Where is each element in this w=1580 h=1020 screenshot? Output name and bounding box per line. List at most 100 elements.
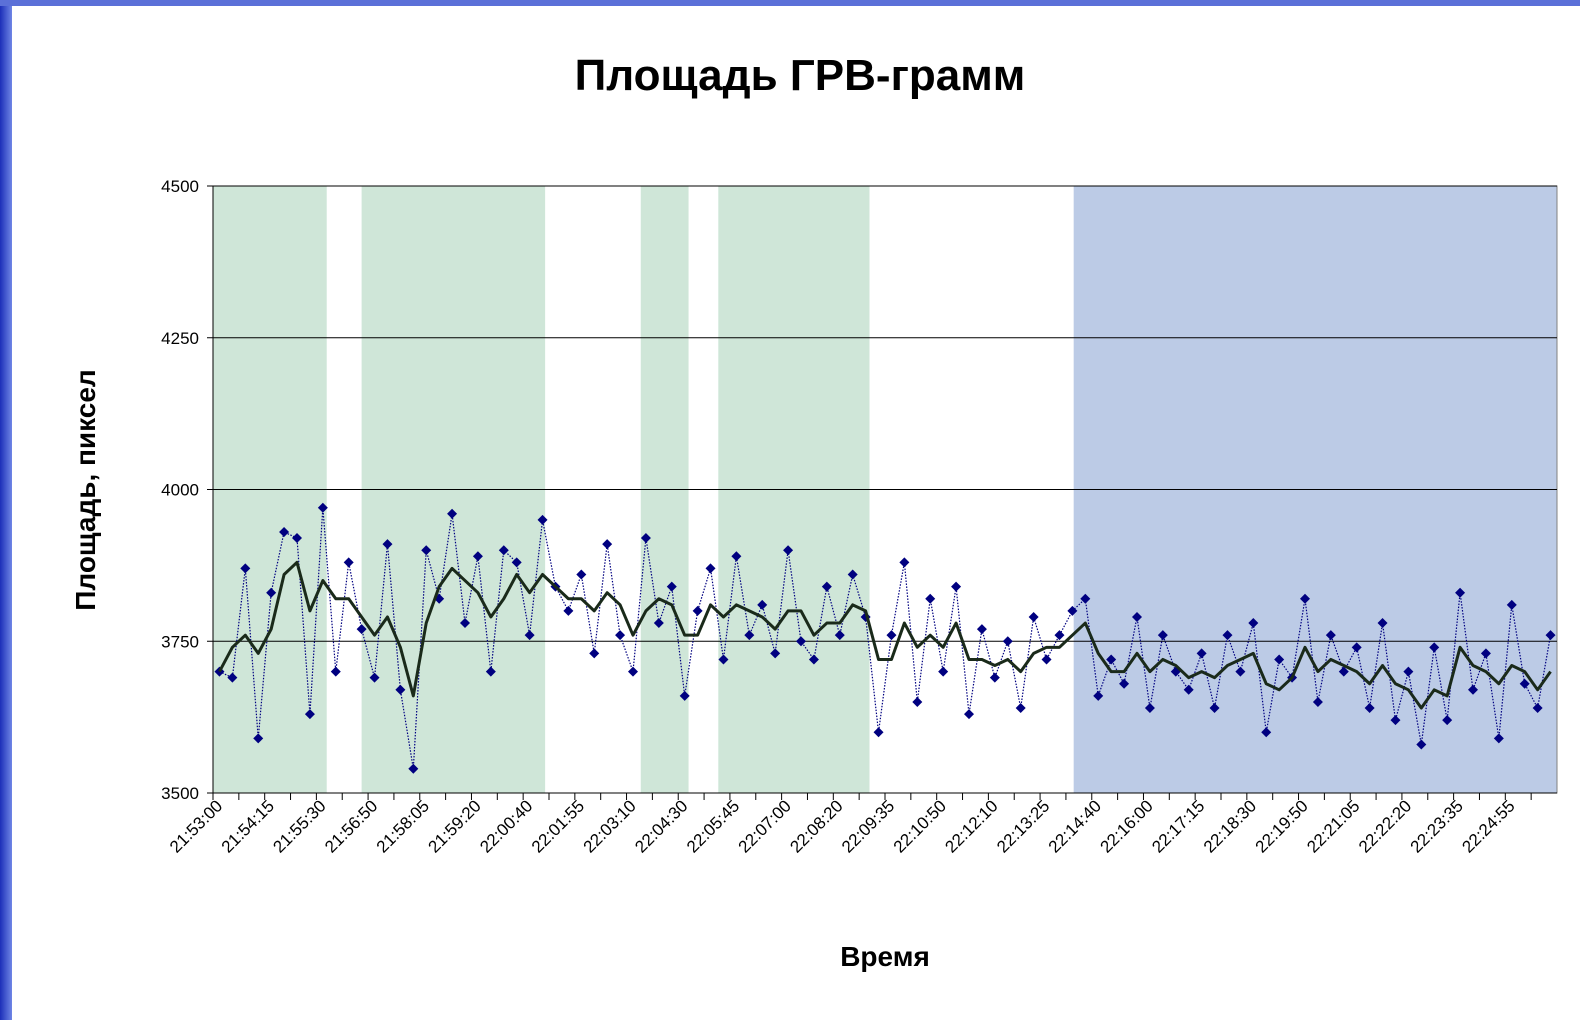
data-point [304, 709, 315, 720]
data-point [253, 733, 264, 744]
data-point [576, 569, 587, 580]
data-point [821, 581, 832, 592]
data-point [1390, 715, 1401, 726]
data-point [266, 587, 277, 598]
data-point [692, 605, 703, 616]
data-point [317, 502, 328, 513]
data-point [485, 666, 496, 677]
data-point [757, 599, 768, 610]
data-point [1325, 630, 1336, 641]
data-point [421, 545, 432, 556]
data-point [1519, 678, 1530, 689]
data-point [679, 690, 690, 701]
data-point [343, 557, 354, 568]
data-point [640, 533, 651, 544]
data-point [460, 618, 470, 629]
data-point [1364, 703, 1375, 714]
data-point [1119, 678, 1130, 689]
data-point [1377, 618, 1388, 629]
data-point [1235, 666, 1246, 677]
data-point [834, 630, 845, 641]
data-point [1416, 739, 1427, 750]
data-point [731, 551, 742, 562]
y-tick-label: 4500 [161, 177, 199, 196]
data-point [537, 514, 548, 525]
data-point [369, 672, 380, 683]
data-point [1545, 630, 1556, 641]
data-point [847, 569, 858, 580]
data-point [1403, 666, 1414, 677]
data-point [589, 648, 600, 659]
data-point [292, 533, 302, 544]
data-point [1493, 733, 1504, 744]
data-point [1351, 642, 1362, 653]
data-point [1222, 630, 1233, 641]
data-point [1261, 727, 1272, 738]
data-point [498, 545, 509, 556]
data-point [1015, 703, 1026, 714]
data-point [705, 563, 716, 574]
data-point [1144, 703, 1155, 714]
data-point [472, 551, 483, 562]
data-point [886, 630, 897, 641]
data-point [227, 672, 238, 683]
data-point [899, 557, 910, 568]
data-point [382, 539, 393, 550]
data-point [602, 539, 613, 550]
data-point [925, 593, 936, 604]
data-point [1132, 611, 1142, 622]
data-point [718, 654, 729, 665]
data-point [1312, 696, 1323, 707]
data-point [912, 696, 923, 707]
data-point [1106, 654, 1117, 665]
data-point [653, 618, 664, 629]
slide-edge-top [0, 0, 1580, 6]
data-point [1506, 599, 1517, 610]
data-point [1196, 648, 1207, 659]
data-point [1093, 690, 1104, 701]
data-point [615, 630, 626, 641]
data-point [1248, 618, 1259, 629]
y-tick-label: 3750 [161, 632, 199, 651]
data-point [1183, 684, 1194, 695]
data-point [1338, 666, 1349, 677]
moving-average-line [218, 560, 1552, 710]
data-point [938, 666, 949, 677]
data-point [976, 624, 987, 635]
data-point [279, 526, 290, 537]
data-point [1157, 630, 1168, 641]
data-point [447, 508, 458, 519]
data-point [808, 654, 819, 665]
data-point [1300, 593, 1310, 604]
data-point [524, 630, 535, 641]
data-point [1054, 630, 1065, 641]
data-point [666, 581, 677, 592]
y-tick-label: 3500 [161, 784, 199, 803]
data-point [989, 672, 1000, 683]
x-axis-label: Время [840, 941, 930, 972]
y-tick-label: 4000 [161, 481, 199, 500]
data-point [1041, 654, 1052, 665]
data-point [873, 727, 884, 738]
data-point [330, 666, 341, 677]
plot-area: 3500375040004250450021:53:0021:54:1521:5… [161, 177, 1558, 857]
data-point [1028, 611, 1039, 622]
data-point [1209, 703, 1220, 714]
chart-title: Площадь ГРВ-грамм [575, 51, 1026, 100]
data-point [563, 605, 574, 616]
data-point [770, 648, 781, 659]
data-point [1080, 593, 1091, 604]
data-point [964, 709, 974, 720]
data-point [1002, 636, 1013, 647]
y-tick-label: 4250 [161, 329, 199, 348]
data-point [1274, 654, 1285, 665]
data-point [1480, 648, 1491, 659]
data-point [356, 624, 367, 635]
y-axis-label: Площадь, пиксел [70, 369, 101, 610]
data-point [783, 545, 794, 556]
slide-edge [0, 0, 12, 1020]
data-point [240, 563, 251, 574]
data-point [1429, 642, 1440, 653]
